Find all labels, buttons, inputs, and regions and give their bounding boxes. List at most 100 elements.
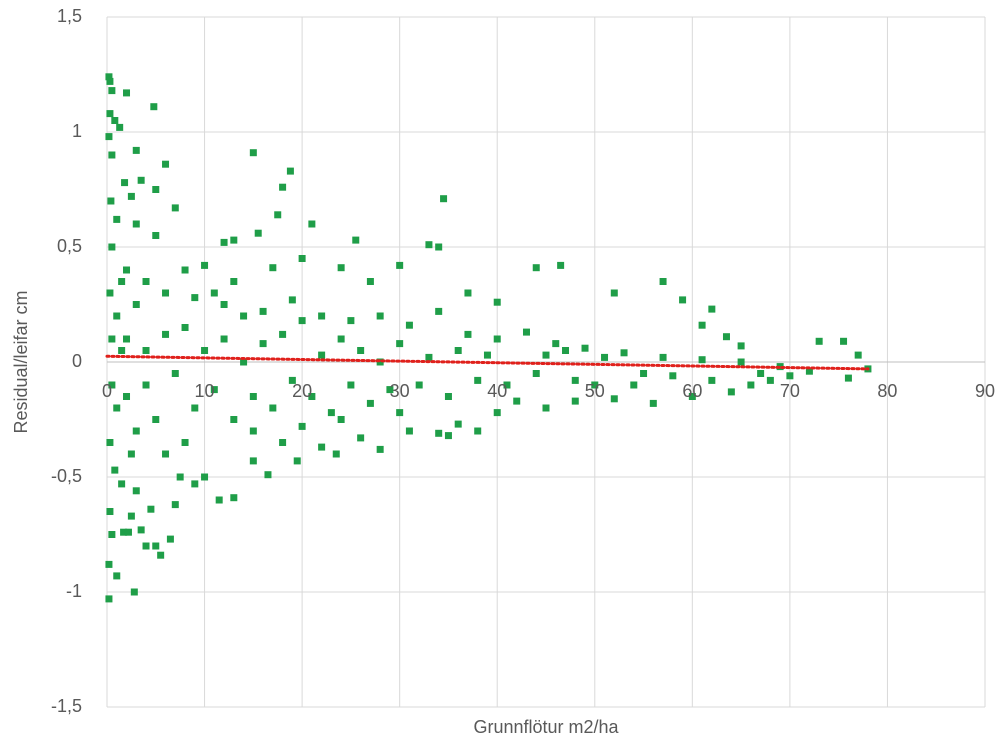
point — [191, 294, 199, 302]
point — [254, 229, 262, 237]
point — [440, 195, 448, 203]
point — [532, 264, 540, 272]
point — [464, 289, 472, 297]
point — [757, 370, 765, 377]
point — [503, 381, 511, 389]
y-axis-title: Residual/leifar cm — [11, 290, 31, 433]
point — [722, 333, 730, 341]
point — [337, 416, 345, 423]
point — [108, 381, 116, 389]
point — [562, 347, 570, 354]
point — [171, 370, 179, 377]
point — [157, 551, 165, 559]
point — [737, 358, 745, 366]
point — [111, 117, 119, 124]
point — [435, 429, 443, 437]
point — [105, 73, 113, 81]
point — [288, 296, 296, 304]
point — [454, 347, 462, 354]
point — [542, 404, 550, 412]
point — [405, 321, 413, 329]
point — [376, 312, 384, 320]
point — [415, 381, 423, 389]
point — [171, 501, 179, 509]
point — [162, 450, 170, 458]
point — [142, 542, 150, 550]
y-tick-label: 1,5 — [57, 6, 82, 26]
point — [630, 381, 638, 389]
point — [210, 289, 218, 297]
point — [108, 151, 116, 159]
point — [111, 466, 119, 474]
point — [120, 528, 128, 536]
point — [215, 496, 223, 504]
point — [106, 508, 114, 515]
point — [147, 505, 155, 513]
point — [107, 197, 115, 205]
point — [142, 381, 150, 389]
y-tick-label: -1,5 — [51, 696, 82, 716]
point — [132, 146, 140, 154]
y-tick-label: -1 — [66, 581, 82, 601]
point — [840, 337, 848, 345]
point — [171, 204, 179, 212]
point — [659, 353, 667, 361]
point — [396, 409, 404, 417]
point — [123, 335, 131, 343]
point — [610, 289, 618, 297]
point — [201, 261, 209, 269]
point — [150, 103, 158, 111]
point — [106, 289, 114, 297]
point — [708, 376, 716, 384]
point — [737, 342, 745, 350]
point — [201, 473, 209, 481]
point — [152, 542, 160, 550]
point — [396, 340, 404, 348]
grid — [106, 16, 986, 708]
point — [137, 176, 145, 184]
point — [176, 473, 184, 481]
y-tick-label: 1 — [72, 121, 82, 141]
point — [815, 337, 823, 345]
point — [454, 420, 462, 428]
point — [405, 427, 413, 435]
point — [679, 296, 687, 304]
point — [259, 307, 267, 315]
point — [332, 450, 340, 458]
point — [137, 526, 145, 534]
point — [269, 264, 277, 272]
point — [127, 450, 135, 458]
point — [166, 535, 174, 543]
point — [474, 376, 482, 384]
point — [610, 395, 618, 403]
point — [483, 351, 491, 359]
point — [181, 324, 189, 331]
point — [152, 416, 160, 423]
point — [162, 160, 170, 168]
point — [337, 264, 345, 272]
point — [210, 386, 218, 394]
point — [298, 317, 306, 325]
point — [113, 404, 121, 412]
point — [327, 409, 335, 417]
point — [337, 335, 345, 343]
x-tick-label: 0 — [102, 381, 112, 401]
point — [116, 123, 124, 131]
point — [152, 186, 160, 193]
point — [118, 278, 126, 285]
x-tick-label: 10 — [195, 381, 215, 401]
point — [162, 330, 170, 338]
point — [376, 445, 384, 453]
point — [444, 432, 452, 440]
point — [132, 220, 140, 228]
point — [123, 266, 131, 274]
point — [108, 243, 116, 251]
point — [127, 192, 135, 200]
point — [105, 595, 113, 603]
point — [474, 427, 482, 435]
point — [220, 335, 228, 343]
point — [396, 261, 404, 269]
point — [435, 243, 443, 251]
point — [357, 347, 365, 354]
